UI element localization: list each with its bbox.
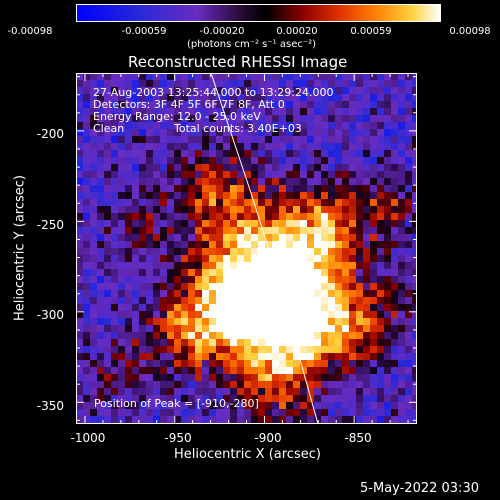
- y-tick-label: -250: [36, 218, 64, 232]
- x-tick-label: -1000: [70, 431, 106, 445]
- colorbar-tick: 0.00020: [276, 26, 318, 37]
- method-text: Clean: [93, 122, 125, 135]
- image-title: Reconstructed RHESSI Image: [128, 53, 348, 71]
- colorbar-tick: -0.00059: [121, 26, 167, 37]
- y-tick-label: -200: [36, 127, 64, 141]
- energy-range-text: Energy Range: 12.0 - 25.0 keV: [93, 110, 261, 123]
- solar-limb-line: [210, 73, 319, 424]
- rhessi-image: [76, 73, 417, 424]
- peak-position-text: Position of Peak = [-910,-280]: [94, 397, 259, 410]
- footer-date: 5-May-2022 03:30: [360, 481, 479, 496]
- colorbar-unit-label: (photons cm⁻² s⁻¹ asec⁻²): [187, 39, 317, 50]
- colorbar-tick: -0.00020: [199, 26, 245, 37]
- x-axis-label: Heliocentric X (arcsec): [174, 447, 321, 462]
- detectors-text: Detectors: 3F 4F 5F 6F 7F 8F, Att 0: [93, 98, 285, 111]
- total-counts-text: Total counts: 3.40E+03: [174, 122, 302, 135]
- colorbar-tick: 0.00098: [449, 26, 491, 37]
- time-range-text: 27-Aug-2003 13:25:44.000 to 13:29:24.000: [93, 86, 334, 99]
- colorbar-tick: -0.00098: [7, 26, 53, 37]
- colorbar-tick: 0.00059: [350, 26, 392, 37]
- intensity-map: [76, 73, 417, 424]
- colorbar: [76, 4, 441, 22]
- x-tick-label: -950: [164, 431, 192, 445]
- y-tick-label: -350: [36, 399, 64, 413]
- x-tick-label: -900: [254, 431, 282, 445]
- colorbar-gradient: [76, 4, 441, 22]
- x-tick-label: -850: [344, 431, 372, 445]
- y-axis-label: Heliocentric Y (arcsec): [12, 175, 28, 321]
- y-tick-label: -300: [36, 308, 64, 322]
